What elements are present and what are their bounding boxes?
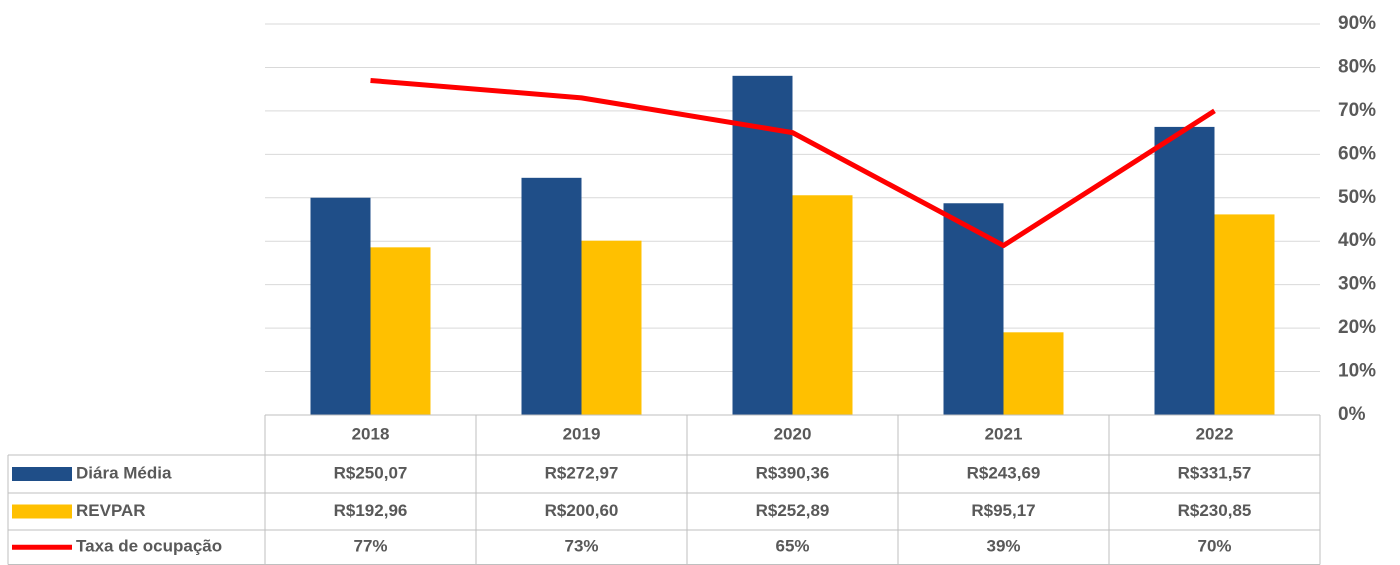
bar [521,177,582,415]
bar [310,197,371,415]
legend-label: REVPAR [76,501,146,520]
bar [1214,214,1275,415]
y2-tick-label: 0% [1338,404,1366,425]
y2-tick-label: 50% [1338,187,1376,208]
bar [1154,126,1215,415]
y2-tick-label: 30% [1338,274,1376,295]
data-label: R$243,69 [967,463,1041,482]
data-label: 77% [353,537,387,556]
x-tick-label: 2020 [774,424,812,443]
data-label: R$192,96 [334,501,408,520]
data-label: 65% [775,537,809,556]
legend-key [12,467,72,481]
data-label: R$95,17 [971,501,1035,520]
y2-tick-label: 10% [1338,361,1376,382]
data-label: R$230,85 [1178,501,1252,520]
data-label: 73% [564,537,598,556]
x-tick-label: 2022 [1196,424,1234,443]
y2-tick-label: 40% [1338,230,1376,251]
x-tick-label: 2018 [352,424,390,443]
bar [370,247,431,415]
data-label: R$390,36 [756,463,830,482]
bar [792,195,853,415]
x-tick-label: 2021 [985,424,1023,443]
legend-label: Taxa de ocupação [76,537,222,556]
x-tick-label: 2019 [563,424,601,443]
bar [943,203,1004,415]
data-label: R$200,60 [545,501,619,520]
y2-tick-label: 70% [1338,100,1376,121]
y2-tick-label: 80% [1338,56,1376,77]
legend-label: Diára Média [76,463,172,482]
data-label: R$250,07 [334,463,408,482]
data-label: R$252,89 [756,501,830,520]
y2-tick-label: 20% [1338,317,1376,338]
data-label: 70% [1197,537,1231,556]
data-label: R$331,57 [1178,463,1252,482]
bar [581,240,642,415]
bar [1003,332,1064,415]
y2-tick-label: 90% [1338,13,1376,34]
y2-tick-label: 60% [1338,143,1376,164]
data-label: R$272,97 [545,463,619,482]
legend-key [12,504,72,519]
line [370,77,1216,249]
data-label: 39% [986,537,1020,556]
